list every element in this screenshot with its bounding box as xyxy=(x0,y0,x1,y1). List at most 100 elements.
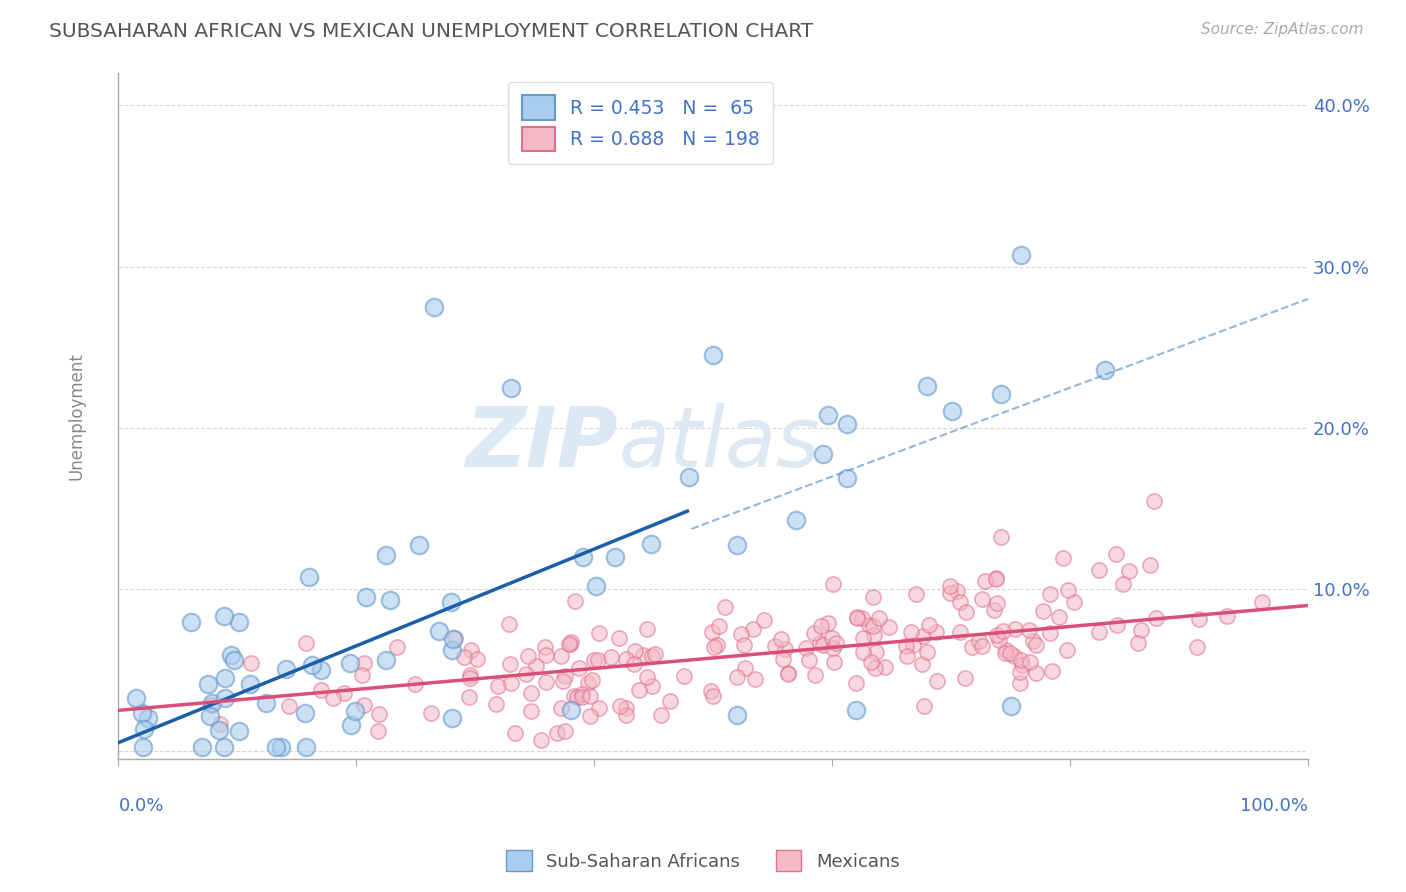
Point xyxy=(1118,564,1140,578)
Point xyxy=(408,538,430,552)
Point xyxy=(519,704,541,718)
Point xyxy=(609,698,631,713)
Point xyxy=(212,740,235,755)
Point xyxy=(702,348,724,362)
Point xyxy=(239,677,262,691)
Point xyxy=(803,626,825,640)
Point xyxy=(301,657,323,672)
Point xyxy=(422,300,444,314)
Point xyxy=(823,640,845,655)
Point xyxy=(1063,595,1085,609)
Point xyxy=(212,608,235,623)
Point xyxy=(1052,551,1074,566)
Point xyxy=(678,469,700,483)
Point xyxy=(565,690,588,704)
Point xyxy=(515,666,537,681)
Point xyxy=(1002,648,1025,663)
Point xyxy=(744,672,766,686)
Point xyxy=(742,622,765,636)
Point xyxy=(868,611,890,625)
Point xyxy=(503,726,526,740)
Point xyxy=(825,636,848,650)
Point xyxy=(1039,587,1062,601)
Point xyxy=(419,706,441,720)
Point xyxy=(974,574,997,588)
Point xyxy=(988,633,1011,648)
Point xyxy=(1094,362,1116,376)
Point xyxy=(440,711,463,725)
Text: SUBSAHARAN AFRICAN VS MEXICAN UNEMPLOYMENT CORRELATION CHART: SUBSAHARAN AFRICAN VS MEXICAN UNEMPLOYME… xyxy=(49,22,813,41)
Point xyxy=(918,617,941,632)
Text: 0.0%: 0.0% xyxy=(118,797,163,814)
Point xyxy=(499,657,522,671)
Point xyxy=(551,674,574,689)
Point xyxy=(1040,664,1063,678)
Point xyxy=(294,635,316,649)
Point xyxy=(912,630,935,644)
Point xyxy=(576,675,599,690)
Point xyxy=(125,690,148,705)
Point xyxy=(862,628,884,642)
Point xyxy=(706,638,728,652)
Point xyxy=(581,673,603,687)
Point xyxy=(295,740,318,755)
Point xyxy=(499,381,522,395)
Point xyxy=(986,572,1008,586)
Point xyxy=(986,596,1008,610)
Point xyxy=(1056,643,1078,657)
Point xyxy=(873,660,896,674)
Point xyxy=(845,611,868,625)
Point xyxy=(990,530,1012,544)
Point xyxy=(564,594,586,608)
Point xyxy=(925,625,948,640)
Point xyxy=(799,653,821,667)
Point xyxy=(709,619,731,633)
Point xyxy=(1088,624,1111,639)
Point xyxy=(1039,626,1062,640)
Point xyxy=(823,655,845,669)
Point xyxy=(1107,617,1129,632)
Point xyxy=(441,632,464,647)
Point xyxy=(1250,595,1272,609)
Point xyxy=(650,708,672,723)
Point xyxy=(254,696,277,710)
Point xyxy=(859,655,882,669)
Point xyxy=(1000,698,1022,713)
Point xyxy=(1010,248,1032,262)
Point xyxy=(440,595,463,609)
Point xyxy=(939,579,962,593)
Point xyxy=(298,570,321,584)
Point xyxy=(353,698,375,712)
Point xyxy=(546,726,568,740)
Point xyxy=(568,661,591,675)
Point xyxy=(967,633,990,648)
Point xyxy=(946,584,969,599)
Point xyxy=(1022,633,1045,648)
Point xyxy=(460,643,482,657)
Point xyxy=(588,626,610,640)
Point xyxy=(752,613,775,627)
Point xyxy=(862,590,884,604)
Point xyxy=(939,585,962,599)
Point xyxy=(333,685,356,699)
Point xyxy=(703,640,725,654)
Point xyxy=(1130,623,1153,637)
Legend: Sub-Saharan Africans, Mexicans: Sub-Saharan Africans, Mexicans xyxy=(499,843,907,879)
Point xyxy=(915,645,938,659)
Point xyxy=(516,649,538,664)
Point xyxy=(823,577,845,591)
Point xyxy=(453,650,475,665)
Point xyxy=(339,657,361,671)
Point xyxy=(734,661,756,675)
Point xyxy=(309,682,332,697)
Point xyxy=(865,645,887,659)
Point xyxy=(1187,640,1209,654)
Point xyxy=(769,632,792,646)
Point xyxy=(579,689,602,703)
Point xyxy=(904,586,927,600)
Point xyxy=(600,650,623,665)
Point xyxy=(1112,576,1135,591)
Point xyxy=(1047,609,1070,624)
Point xyxy=(536,648,558,663)
Point xyxy=(1146,611,1168,625)
